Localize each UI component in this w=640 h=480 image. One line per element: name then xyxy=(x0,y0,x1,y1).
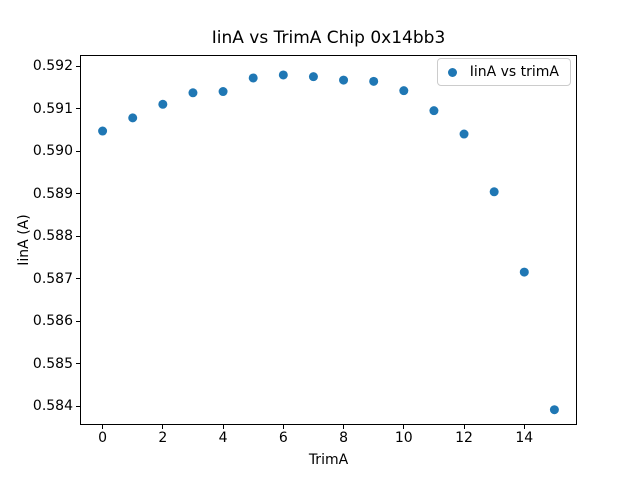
y-tick-label: 0.585 xyxy=(32,355,73,372)
y-tick-label: 0.586 xyxy=(32,313,73,330)
scatter-point xyxy=(369,76,379,86)
y-tick-label: 0.584 xyxy=(32,398,73,415)
legend-marker-icon xyxy=(447,67,457,77)
x-tick-label: 0 xyxy=(98,430,108,446)
x-tick-mark xyxy=(282,425,284,429)
x-tick-label: 8 xyxy=(339,430,348,446)
y-tick-label: 0.592 xyxy=(32,58,73,75)
y-tick-label: 0.587 xyxy=(32,270,73,287)
scatter-points-layer xyxy=(98,70,559,415)
scatter-point xyxy=(549,405,559,415)
x-tick-label: 4 xyxy=(218,430,228,446)
scatter-point xyxy=(188,88,198,98)
x-tick-label: 6 xyxy=(278,430,288,446)
x-axis-label: TrimA xyxy=(308,452,349,468)
scatter-point xyxy=(399,86,409,96)
y-tick-mark xyxy=(76,150,80,152)
y-tick-mark xyxy=(76,108,80,110)
scatter-point xyxy=(248,73,258,83)
x-tick-mark xyxy=(403,425,405,429)
scatter-point xyxy=(459,129,469,139)
scatter-point xyxy=(339,75,349,85)
x-tick-mark xyxy=(343,425,345,429)
y-tick-mark xyxy=(76,405,80,407)
scatter-point xyxy=(308,72,318,82)
scatter-point xyxy=(278,70,288,80)
legend: IinA vs trimA xyxy=(436,58,571,86)
scatter-point xyxy=(218,87,228,97)
y-tick-label: 0.589 xyxy=(32,185,73,202)
scatter-point xyxy=(519,267,529,277)
y-tick-mark xyxy=(76,278,80,280)
y-tick-label: 0.590 xyxy=(32,143,73,160)
chart-title: IinA vs TrimA Chip 0x14bb3 xyxy=(211,28,446,48)
x-tick-mark xyxy=(523,425,525,429)
scatter-point xyxy=(158,99,168,109)
y-tick-mark xyxy=(76,363,80,365)
scatter-point xyxy=(98,126,108,136)
x-tick-mark xyxy=(102,425,104,429)
y-tick-label: 0.591 xyxy=(32,100,73,117)
x-tick-label: 12 xyxy=(455,430,473,446)
legend-label: IinA vs trimA xyxy=(469,64,559,80)
x-tick-mark xyxy=(222,425,224,429)
y-tick-mark xyxy=(76,65,80,67)
x-tick-label: 10 xyxy=(394,430,413,446)
scatter-point xyxy=(489,187,499,197)
y-tick-mark xyxy=(76,235,80,237)
x-tick-label: 2 xyxy=(158,430,168,446)
y-tick-mark xyxy=(76,320,80,322)
x-tick-mark xyxy=(463,425,465,429)
x-tick-label: 14 xyxy=(515,430,534,446)
y-tick-label: 0.588 xyxy=(32,228,73,245)
scatter-point xyxy=(429,106,439,116)
plot-area: IinA vs trimA xyxy=(80,55,577,425)
y-tick-mark xyxy=(76,193,80,195)
scatter-point xyxy=(128,113,138,123)
x-tick-mark xyxy=(162,425,164,429)
